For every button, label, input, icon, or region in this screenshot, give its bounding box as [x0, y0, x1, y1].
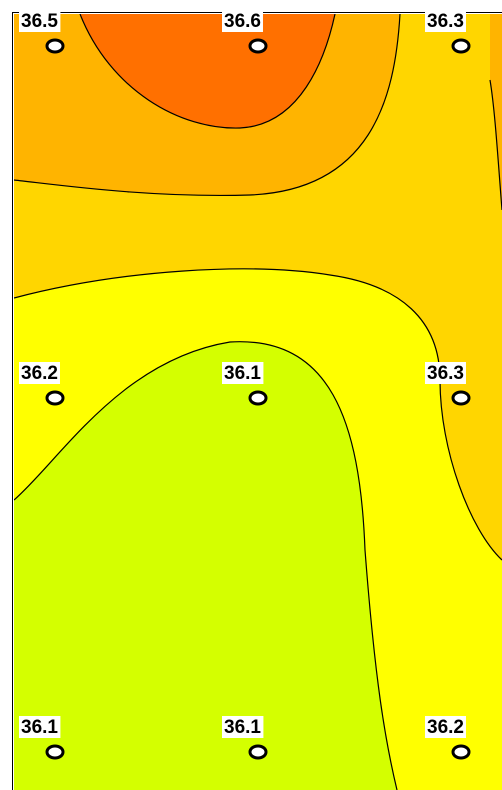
label-background [19, 362, 60, 384]
contour-line [14, 341, 398, 790]
sensor: 36.2 [425, 716, 471, 760]
sensor: 36.2 [19, 362, 65, 406]
contour-line [79, 14, 336, 129]
band-lime [14, 341, 397, 790]
sensor: 36.1 [222, 362, 268, 406]
sensor-marker [451, 390, 471, 406]
sensor-marker [248, 38, 268, 54]
label-background [425, 716, 466, 738]
sensor-layer: 36.5 36.6 36.3 36.2 36.1 36.3 36.1 36.1 36.2 [19, 10, 471, 760]
label-background [425, 362, 466, 384]
sensor-marker [248, 744, 268, 760]
sensor-label: 36.1 [224, 717, 261, 738]
sensor-marker [451, 744, 471, 760]
sensor-label: 36.6 [224, 11, 261, 32]
sensor: 36.3 [425, 10, 471, 54]
sensor-marker [451, 38, 471, 54]
sensor-label: 36.5 [21, 11, 58, 32]
sensor: 36.3 [425, 362, 471, 406]
sensor-marker [248, 390, 268, 406]
sensor-label: 36.2 [427, 717, 464, 738]
label-background [19, 10, 61, 32]
sensor-marker [45, 744, 65, 760]
sensor-label: 36.3 [427, 363, 464, 384]
sensor-label: 36.3 [427, 11, 464, 32]
label-background [222, 362, 264, 384]
contour-line [14, 14, 401, 197]
sensor-label: 36.1 [21, 717, 58, 738]
sensor: 36.1 [19, 716, 65, 760]
sensor: 36.1 [222, 716, 268, 760]
sensor-marker [45, 390, 65, 406]
band-dark-orange [80, 14, 335, 129]
contour-line [14, 268, 502, 561]
sensor: 36.6 [222, 10, 268, 54]
contour-bands [14, 14, 502, 790]
sensor: 36.5 [19, 10, 65, 54]
band-orange-right [490, 14, 502, 210]
label-background [19, 716, 61, 738]
label-background [425, 10, 466, 32]
sensor-label: 36.2 [21, 363, 58, 384]
sensor-label: 36.1 [224, 363, 261, 384]
contour-line [489, 79, 502, 211]
label-background [222, 10, 263, 32]
sensor-marker [45, 38, 65, 54]
label-background [222, 716, 264, 738]
